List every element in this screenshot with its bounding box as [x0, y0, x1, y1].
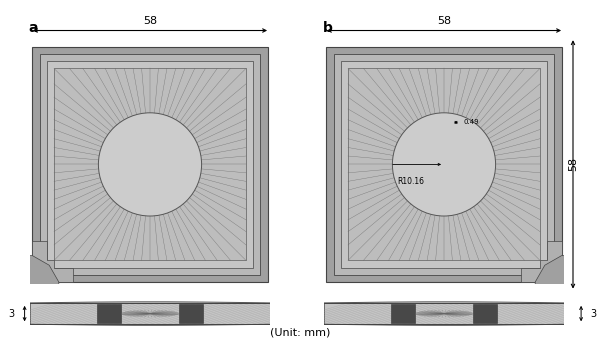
Polygon shape — [54, 68, 246, 260]
Circle shape — [392, 113, 496, 216]
Polygon shape — [0, 256, 59, 316]
Polygon shape — [391, 304, 415, 323]
Text: 58: 58 — [143, 16, 157, 26]
Polygon shape — [324, 303, 564, 324]
Polygon shape — [326, 47, 562, 282]
Polygon shape — [32, 241, 73, 282]
Text: 0.49: 0.49 — [463, 119, 479, 125]
Polygon shape — [334, 54, 554, 275]
Text: R10.16: R10.16 — [397, 177, 424, 186]
Polygon shape — [47, 61, 253, 267]
Text: (Unit: mm): (Unit: mm) — [270, 327, 330, 337]
Polygon shape — [32, 47, 268, 282]
Polygon shape — [341, 61, 547, 267]
Polygon shape — [30, 302, 270, 303]
Text: 58: 58 — [437, 16, 451, 26]
Polygon shape — [179, 304, 203, 323]
Circle shape — [98, 113, 202, 216]
Text: 3: 3 — [590, 308, 596, 319]
Polygon shape — [473, 304, 497, 323]
Polygon shape — [521, 241, 562, 282]
Polygon shape — [30, 303, 270, 324]
Text: 58: 58 — [568, 157, 578, 172]
Polygon shape — [40, 54, 260, 275]
Polygon shape — [324, 302, 564, 303]
Polygon shape — [535, 256, 595, 316]
Polygon shape — [324, 324, 564, 325]
Text: 3: 3 — [8, 308, 14, 319]
Text: a: a — [29, 21, 38, 35]
Polygon shape — [348, 68, 540, 260]
Polygon shape — [30, 324, 270, 325]
Text: b: b — [323, 21, 332, 35]
Polygon shape — [97, 304, 121, 323]
